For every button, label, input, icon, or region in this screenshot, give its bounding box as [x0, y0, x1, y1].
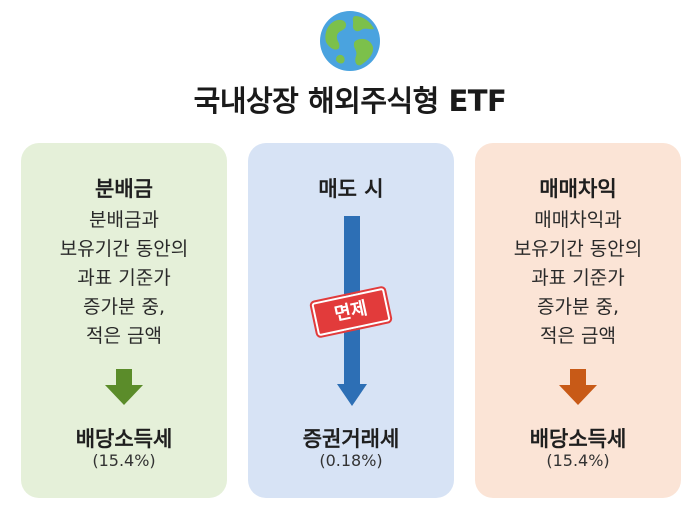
card-description: 분배금과 보유기간 동안의 과표 기준가 증가분 중, 적은 금액: [21, 206, 227, 351]
card-result: 증권거래세: [302, 427, 400, 451]
card-description: 매매차익과 보유기간 동안의 과표 기준가 증가분 중, 적은 금액: [475, 206, 681, 351]
description-line: 보유기간 동안의: [59, 238, 189, 260]
description-line: 과표 기준가: [531, 267, 625, 289]
card-distribution: 분배금 분배금과 보유기간 동안의 과표 기준가 증가분 중, 적은 금액 배당…: [21, 143, 227, 498]
description-line: 증가분 중,: [83, 296, 165, 318]
description-line: 매매차익과: [534, 209, 622, 231]
arrow-down-icon: [105, 369, 143, 405]
description-line: 보유기간 동안의: [513, 238, 643, 260]
description-line: 적은 금액: [540, 325, 616, 347]
card-result: 배당소득세: [75, 427, 173, 451]
card-heading: 매도 시: [318, 177, 384, 201]
description-line: 과표 기준가: [77, 267, 171, 289]
card-heading: 분배금: [95, 177, 153, 201]
page-title: 국내상장 해외주식형 ETF: [193, 84, 507, 118]
card-rate: (0.18%): [319, 451, 383, 470]
arrow-down-icon: [559, 369, 597, 405]
globe-icon: [320, 11, 380, 71]
card-capital-gain: 매매차익 매매차익과 보유기간 동안의 과표 기준가 증가분 중, 적은 금액 …: [475, 143, 681, 498]
card-heading: 매매차익: [539, 177, 617, 201]
description-line: 분배금과: [89, 209, 159, 231]
card-sale: 매도 시 면제 증권거래세 (0.18%): [248, 143, 454, 498]
description-line: 적은 금액: [86, 325, 162, 347]
description-line: 증가분 중,: [537, 296, 619, 318]
card-rate: (15.4%): [92, 451, 156, 470]
exempt-stamp: 면제: [309, 284, 393, 340]
card-rate: (15.4%): [546, 451, 610, 470]
card-result: 배당소득세: [529, 427, 627, 451]
